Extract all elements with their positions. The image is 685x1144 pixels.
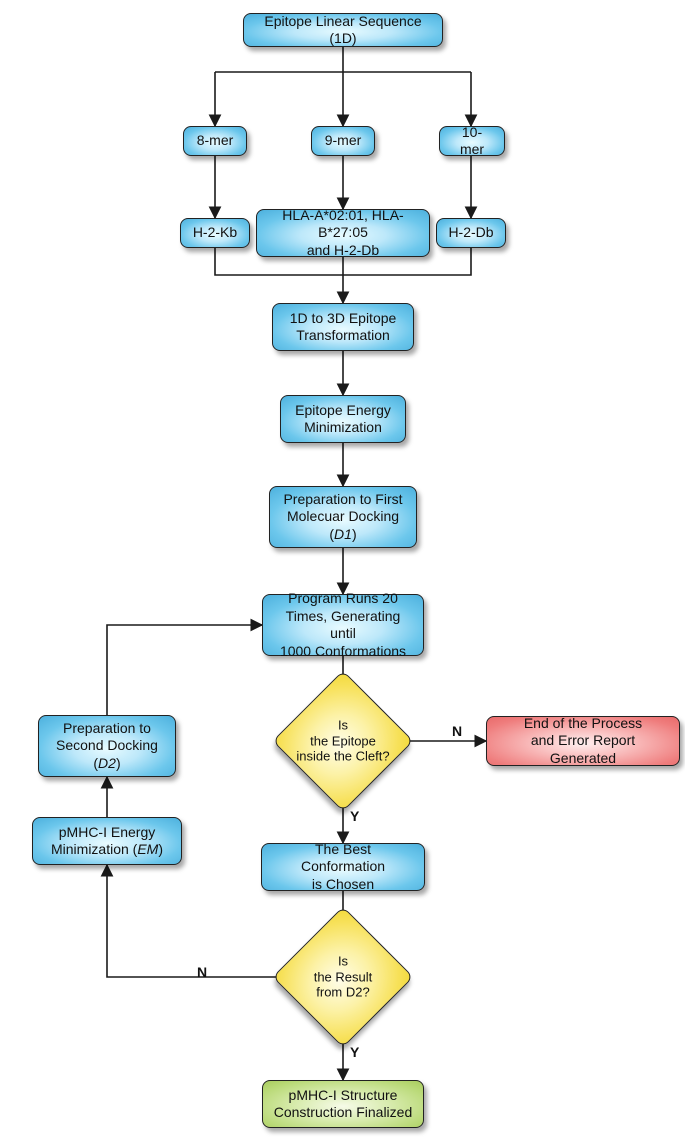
node-label: 10-mer (450, 124, 494, 159)
decision-node: Isthe Epitopeinside the Cleft? (293, 691, 393, 791)
process-node: HLA-A*02:01, HLA-B*27:05and H-2-Db (256, 209, 430, 257)
process-node: Epitope EnergyMinimization (280, 395, 406, 443)
terminal-node: pMHC-I StructureConstruction Finalized (262, 1080, 424, 1128)
node-label: pMHC-I EnergyMinimization (EM) (51, 824, 163, 859)
node-label: 8-mer (197, 132, 234, 150)
node-label: Isthe Resultfrom D2? (283, 954, 403, 1001)
node-label: End of the Processand Error Report Gener… (497, 715, 669, 768)
process-node: H-2-Db (436, 218, 506, 248)
process-node: 8-mer (183, 126, 247, 156)
node-label: Preparation toSecond Docking(D2) (56, 720, 158, 773)
node-label: 9-mer (325, 132, 362, 150)
process-node: 1D to 3D EpitopeTransformation (272, 303, 414, 351)
process-node: 10-mer (439, 126, 505, 156)
node-label: Epitope EnergyMinimization (295, 402, 391, 437)
node-label: H-2-Kb (193, 224, 237, 242)
edge-label: Y (350, 1044, 359, 1060)
flowchart-canvas: Epitope Linear Sequence (1D) 8-mer 9-mer 10… (0, 0, 685, 1144)
edge-label: N (452, 723, 462, 739)
node-label: H-2-Db (448, 224, 493, 242)
node-label: 1D to 3D EpitopeTransformation (290, 310, 397, 345)
process-node: The Best Conformationis Chosen (261, 843, 425, 891)
edge-label: Y (350, 808, 359, 824)
node-label: Program Runs 20Times, Generating until10… (273, 590, 413, 660)
process-node: Preparation toSecond Docking(D2) (38, 715, 176, 777)
decision-node: Isthe Resultfrom D2? (293, 927, 393, 1027)
node-label: pMHC-I StructureConstruction Finalized (274, 1087, 413, 1122)
process-node: 9-mer (311, 126, 375, 156)
process-node: Program Runs 20Times, Generating until10… (262, 594, 424, 656)
edge-label: N (197, 964, 207, 980)
process-node: pMHC-I EnergyMinimization (EM) (32, 817, 182, 865)
process-node: H-2-Kb (180, 218, 250, 248)
node-label: HLA-A*02:01, HLA-B*27:05and H-2-Db (267, 207, 419, 260)
node-label: Isthe Epitopeinside the Cleft? (283, 718, 403, 765)
edge (107, 625, 262, 715)
node-label: The Best Conformationis Chosen (272, 841, 414, 894)
error-node: End of the Processand Error Report Gener… (486, 716, 680, 766)
process-node: Preparation to FirstMolecuar Docking(D1) (269, 486, 417, 548)
node-label: Preparation to FirstMolecuar Docking(D1) (283, 491, 402, 544)
process-node: Epitope Linear Sequence (1D) (243, 13, 443, 47)
node-label: Epitope Linear Sequence (1D) (254, 13, 432, 48)
